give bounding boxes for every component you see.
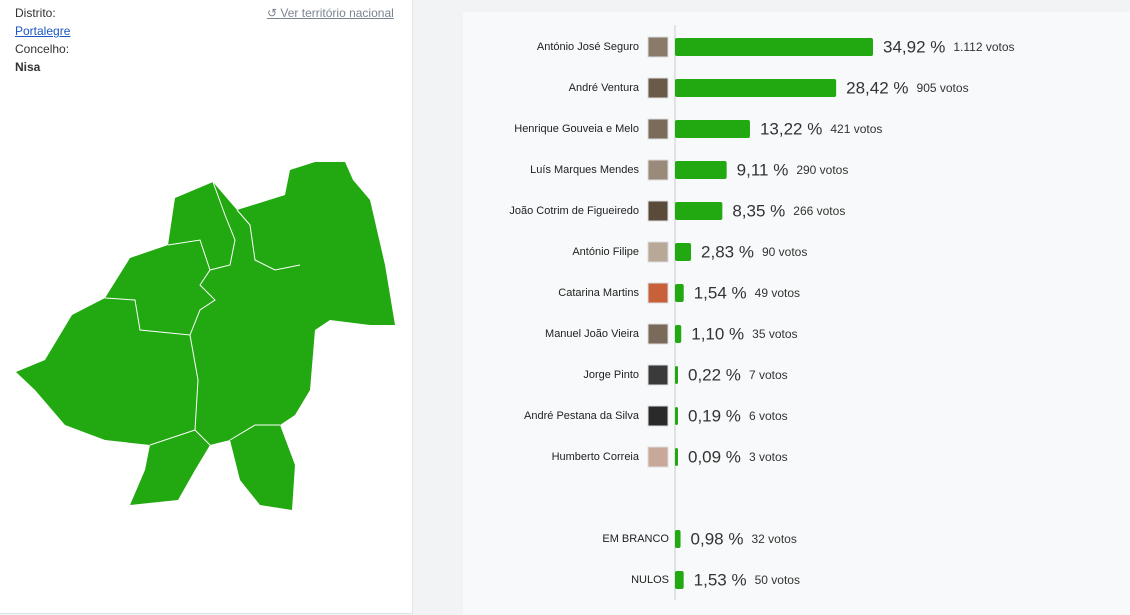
votes-label: 90 votos — [762, 245, 807, 259]
national-link[interactable]: ↺ Ver território nacional — [267, 6, 394, 20]
avatar — [647, 200, 669, 222]
bar — [675, 161, 727, 179]
avatar — [647, 282, 669, 304]
percent-label: 0,98 % — [691, 529, 744, 548]
votes-label: 35 votos — [752, 327, 797, 341]
bar — [675, 284, 684, 302]
candidate-name: Luís Marques Mendes — [530, 164, 639, 176]
avatar — [647, 159, 669, 181]
percent-label: 8,35 % — [732, 201, 785, 220]
votes-label: 3 votos — [749, 450, 788, 464]
percent-label: 0,22 % — [688, 365, 741, 384]
votes-label: 7 votos — [749, 368, 788, 382]
percent-label: 28,42 % — [846, 78, 908, 97]
bar — [675, 571, 684, 589]
sidebar: Distrito: Portalegre Concelho: Nisa ↺ Ve… — [0, 0, 413, 614]
votes-label: 1.112 votos — [953, 40, 1014, 54]
national-link-text[interactable]: Ver território nacional — [280, 6, 394, 20]
bar — [675, 79, 837, 97]
candidate-name: Manuel João Vieira — [545, 328, 640, 340]
bar — [675, 448, 678, 466]
avatar — [647, 405, 669, 427]
percent-label: 1,54 % — [694, 283, 747, 302]
percent-label: 1,53 % — [694, 570, 747, 589]
candidate-name: EM BRANCO — [602, 533, 669, 545]
bar — [675, 202, 723, 220]
percent-label: 2,83 % — [701, 242, 754, 261]
district-label: Distrito: — [15, 6, 56, 20]
votes-label: 290 votos — [796, 163, 848, 177]
county-label: Concelho: — [15, 42, 70, 56]
bar — [675, 530, 681, 548]
percent-label: 0,09 % — [688, 447, 741, 466]
candidate-name: António Filipe — [572, 246, 639, 258]
results-chart: António José Seguro 34,92 % 1.112 votos And… — [463, 12, 1130, 615]
avatar — [647, 36, 669, 58]
percent-label: 34,92 % — [883, 37, 945, 56]
avatar — [647, 118, 669, 140]
candidate-name: António José Seguro — [537, 41, 639, 53]
county: Nisa — [15, 60, 41, 74]
map-borders — [104, 181, 301, 446]
avatar — [647, 446, 669, 468]
avatar — [647, 364, 669, 386]
percent-label: 1,10 % — [691, 324, 744, 343]
candidate-name: André Pestana da Silva — [524, 410, 640, 422]
map-region — [16, 162, 395, 510]
avatar — [647, 323, 669, 345]
district-link[interactable]: Portalegre — [15, 24, 71, 38]
bar — [675, 366, 678, 384]
candidate-name: Henrique Gouveia e Melo — [514, 123, 639, 135]
votes-label: 49 votos — [755, 286, 800, 300]
percent-label: 13,22 % — [760, 119, 822, 138]
bar — [675, 120, 750, 138]
bar — [675, 325, 682, 343]
candidate-name: João Cotrim de Figueiredo — [509, 205, 639, 217]
candidate-name: Jorge Pinto — [583, 369, 639, 381]
votes-label: 905 votos — [917, 81, 969, 95]
map — [16, 162, 395, 510]
percent-label: 0,19 % — [688, 406, 741, 425]
votes-label: 32 votos — [751, 532, 796, 546]
bar — [675, 38, 873, 56]
votes-label: 421 votos — [830, 122, 882, 136]
votes-label: 6 votos — [749, 409, 788, 423]
bar — [675, 243, 692, 261]
avatar — [647, 241, 669, 263]
candidate-name: André Ventura — [569, 82, 640, 94]
avatar — [647, 77, 669, 99]
votes-label: 266 votos — [793, 204, 845, 218]
candidate-name: Humberto Correia — [552, 451, 640, 463]
candidate-name: Catarina Martins — [558, 287, 639, 299]
bar — [675, 407, 678, 425]
candidate-name: NULOS — [631, 574, 669, 586]
percent-label: 9,11 % — [737, 160, 789, 179]
votes-label: 50 votos — [755, 573, 800, 587]
